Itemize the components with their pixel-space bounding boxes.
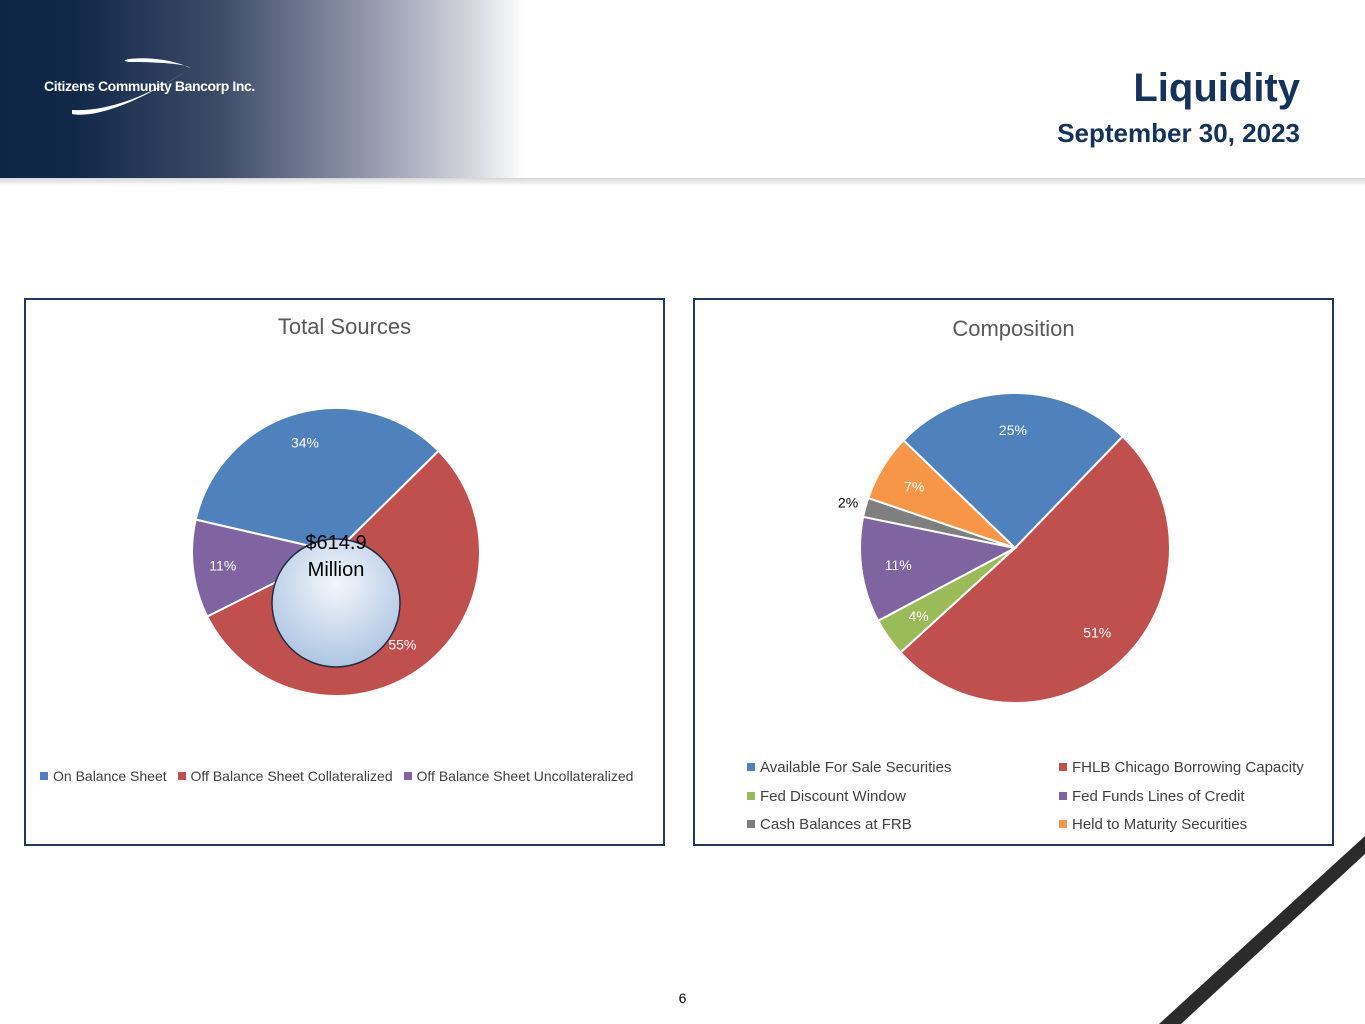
- legend-label: Fed Funds Lines of Credit: [1072, 788, 1245, 805]
- data-label: 2%: [838, 495, 858, 511]
- legend-item: FHLB Chicago Borrowing Capacity: [1059, 759, 1304, 776]
- header-divider: [0, 178, 1365, 186]
- data-label: 11%: [885, 557, 912, 573]
- composition-chart: 25% 51% 4% 11% 2% 7%: [838, 392, 1171, 704]
- legend-item: Available For Sale Securities: [747, 759, 951, 776]
- legend-label: Available For Sale Securities: [760, 759, 952, 776]
- legend-swatch: [747, 792, 755, 800]
- data-label: 55%: [388, 637, 416, 653]
- legend-swatch: [403, 772, 412, 780]
- pie-slice: [899, 435, 1171, 704]
- legend-swatch: [177, 772, 186, 780]
- legend-swatch: [747, 763, 755, 771]
- chart-title: Total Sources: [277, 314, 412, 339]
- legend-label: FHLB Chicago Borrowing Capacity: [1072, 759, 1304, 776]
- legend-label: Off Balance Sheet Uncollateralized: [416, 768, 634, 784]
- page-subtitle: September 30, 2023: [1057, 118, 1300, 148]
- data-label: 7%: [904, 479, 924, 495]
- data-label: 34%: [291, 434, 319, 450]
- legend-item: Held to Maturity Securities: [1059, 816, 1247, 833]
- legend-swatch: [40, 772, 48, 780]
- legend-item: Fed Funds Lines of Credit: [1059, 788, 1245, 805]
- legend-label: Cash Balances at FRB: [760, 816, 912, 833]
- data-label: 11%: [209, 557, 236, 573]
- center-amount: $614.9: [305, 532, 366, 554]
- legend-item: Fed Discount Window: [747, 788, 906, 805]
- legend-swatch: [1059, 820, 1067, 828]
- center-circle: [271, 538, 401, 668]
- legend-item: On Balance Sheet: [40, 768, 167, 784]
- page-number: 6: [678, 990, 687, 1006]
- legend-swatch: [1059, 792, 1067, 800]
- logo-text: Citizens Community Bancorp Inc.: [44, 78, 255, 94]
- legend-label: Held to Maturity Securities: [1072, 816, 1248, 833]
- pie-slice: [866, 438, 1016, 549]
- legend-item: Cash Balances at FRB: [747, 816, 912, 833]
- header-banner: [0, 0, 1365, 180]
- center-unit: Million: [308, 559, 365, 581]
- legend-swatch: [1059, 763, 1067, 771]
- pie-slice: [902, 392, 1125, 550]
- logo-swoosh-icon: [72, 58, 190, 115]
- data-label: 4%: [908, 608, 928, 624]
- legend-item: Off Balance Sheet Collateralized: [177, 768, 393, 784]
- data-label: 25%: [999, 422, 1027, 438]
- pie-slice: [191, 518, 339, 618]
- composition-panel: Composition 25% 51% 4% 11% 2% 7% Available Fo…: [693, 298, 1334, 846]
- total-sources-panel: Total Sources $614.9 Million 34% 55% 11% O…: [24, 298, 665, 846]
- pie-slice: [859, 515, 1018, 623]
- pie-slice: [194, 407, 440, 554]
- company-logo: Citizens Community Bancorp Inc.: [38, 56, 278, 120]
- corner-decoration: [1159, 836, 1365, 1024]
- chart-title: Composition: [952, 316, 1075, 341]
- legend-item: Off Balance Sheet Uncollateralized: [403, 768, 634, 784]
- legend-label: Fed Discount Window: [760, 788, 906, 805]
- data-label: 51%: [1083, 625, 1111, 641]
- legend-swatch: [747, 820, 755, 828]
- legend-label: Off Balance Sheet Collateralized: [190, 768, 393, 784]
- page-title: Liquidity: [1133, 66, 1300, 110]
- total-sources-chart: $614.9 Million 34% 55% 11%: [191, 407, 481, 697]
- total-sources-legend: On Balance Sheet Off Balance Sheet Colla…: [40, 768, 640, 784]
- legend-label: On Balance Sheet: [53, 768, 167, 784]
